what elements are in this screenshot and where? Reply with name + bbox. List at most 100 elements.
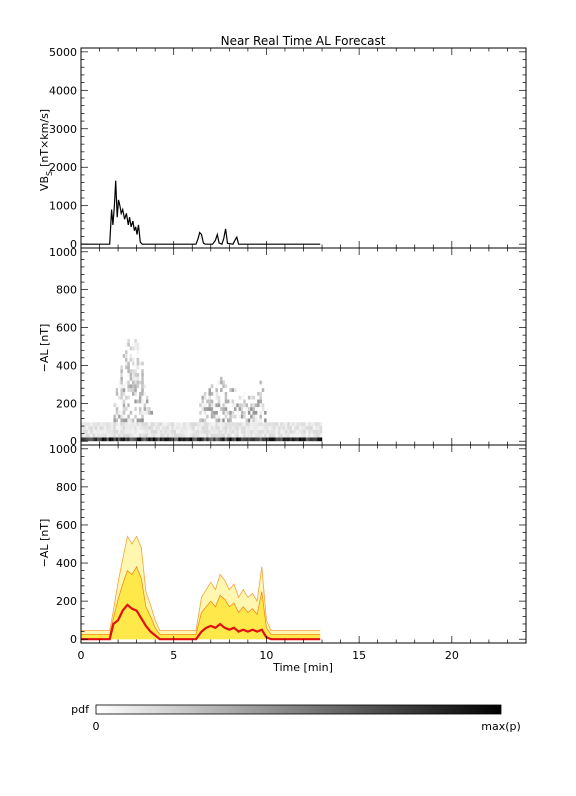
pdf-cell (127, 414, 130, 419)
pdf-cell (131, 433, 135, 438)
pdf-cell (264, 418, 267, 423)
pdf-cell (97, 422, 100, 427)
pdf-cell (141, 376, 144, 381)
pdf-cell (222, 429, 225, 434)
pdf-cell (120, 433, 123, 438)
pdf-cell (196, 433, 200, 438)
pdf-cell (278, 437, 281, 442)
pdf-cell (247, 433, 251, 438)
pdf-cell (150, 410, 154, 415)
vbs-series-line-group (81, 180, 321, 246)
pdf-cell (296, 429, 300, 434)
pdf-cell (171, 426, 174, 430)
pdf-cell (278, 433, 281, 438)
pdf-cell (141, 384, 144, 389)
pdf-cell (291, 433, 295, 438)
pdf-cell (215, 418, 218, 423)
pdf-cell (257, 422, 260, 427)
pdf-cell (210, 426, 214, 430)
pdf-cell (227, 418, 230, 423)
pdf-cell (206, 399, 209, 404)
panel-al-pdf-frame (80, 247, 527, 446)
pdf-cell (243, 414, 246, 419)
pdf-cell (138, 380, 142, 385)
pdf-cell (192, 437, 195, 442)
pdf-cell (173, 429, 177, 434)
pdf-cell (143, 391, 147, 396)
pdf-cell (87, 426, 91, 430)
percentile-mid-area-line (81, 565, 321, 635)
pdf-cell (259, 391, 262, 396)
pdf-cell (136, 384, 140, 389)
pdf-cell (134, 369, 137, 374)
pdf-cell (118, 414, 121, 419)
pdf-cell (201, 418, 205, 423)
pdf-cell (208, 407, 211, 411)
pdf-cell (247, 418, 251, 423)
pdf-cell (118, 422, 121, 427)
pdf-cell (287, 433, 290, 438)
pdf-cell (243, 437, 246, 442)
pdf-cell (127, 437, 130, 442)
pdf-cell (134, 365, 137, 370)
pdf-cell (275, 429, 279, 434)
pdf-cell (257, 426, 260, 430)
pdf-cell (252, 433, 256, 438)
pdf-cell (120, 384, 123, 389)
pdf-cell (257, 429, 260, 434)
pdf-cell (125, 395, 128, 400)
pdf-cell (159, 426, 163, 430)
pdf-cell (213, 422, 216, 427)
pdf-cell (315, 429, 318, 434)
median-line-line (81, 603, 321, 641)
pdf-cell (233, 433, 237, 438)
pdf-cell (208, 395, 211, 400)
pdf-cell (210, 391, 214, 396)
pdf-cell (287, 422, 290, 427)
pdf-cell (164, 422, 167, 427)
pdf-cell (296, 422, 300, 427)
pdf-cell (152, 437, 156, 442)
pdf-cell (97, 433, 100, 438)
pdf-cell (289, 429, 293, 434)
pdf-cell (252, 410, 256, 415)
pdf-cell (287, 426, 290, 430)
al-percentile-ytick-label: 200 (56, 595, 77, 608)
pdf-cell (187, 437, 191, 442)
pdf-cell (120, 410, 123, 415)
pdf-cell (271, 426, 274, 430)
pdf-cell (178, 426, 181, 430)
pdf-cell (101, 429, 105, 434)
pdf-cell (164, 433, 167, 438)
pdf-cell (115, 437, 119, 442)
pdf-cell (187, 426, 191, 430)
pdf-cell (122, 384, 126, 389)
pdf-cell (145, 410, 149, 415)
pdf-cell (148, 433, 151, 438)
pdf-cell (131, 357, 135, 362)
pdf-cell (259, 380, 262, 385)
pdf-cell (143, 422, 147, 427)
pdf-cell (240, 395, 244, 400)
pdf-cell (134, 380, 137, 385)
pdf-cell (252, 429, 256, 434)
pdf-cell (129, 354, 133, 358)
panel-al-percentiles: 0 200 400 600 800 1000 0 5 10 15 20 −AL [nT] Time … (38, 443, 527, 674)
pdf-cell (108, 437, 112, 442)
pdf-cell (138, 388, 142, 392)
pdf-cell (145, 433, 149, 438)
pdf-cell (217, 414, 221, 419)
pdf-cell (101, 433, 105, 438)
pdf-cell (150, 437, 154, 442)
pdf-cell (315, 437, 318, 442)
pdf-cell (315, 433, 318, 438)
pdf-cell (243, 391, 246, 396)
pdf-cell (206, 422, 209, 427)
pdf-cell (220, 433, 223, 438)
pdf-cell (127, 433, 130, 438)
pdf-cell (194, 437, 198, 442)
pdf-cell (99, 433, 103, 438)
pdf-cell (254, 429, 258, 434)
pdf-cell (229, 426, 232, 430)
pdf-cell (215, 395, 218, 400)
